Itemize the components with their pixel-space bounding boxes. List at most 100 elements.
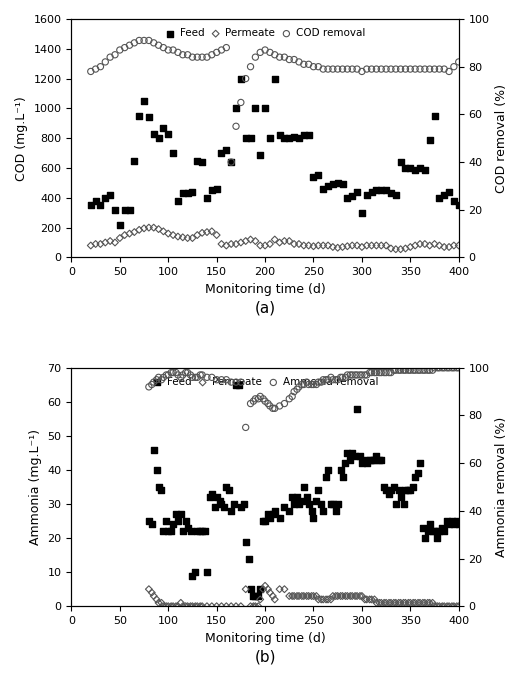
Feed [396,157,405,168]
Permeate [353,591,361,602]
COD removal [96,61,105,72]
Permeate [309,241,317,252]
Permeate [116,233,124,244]
Feed [249,591,258,602]
Feed [409,481,417,492]
Feed [416,458,424,469]
Ammonia removal [300,379,308,390]
Feed [198,157,206,168]
Permeate [362,594,371,605]
Feed [406,485,415,496]
COD removal [159,42,167,53]
Feed [276,512,284,523]
Permeate [409,598,417,608]
Feed [111,204,119,215]
Y-axis label: Ammonia (mg.L⁻¹): Ammonia (mg.L⁻¹) [29,429,42,545]
Permeate [256,594,265,605]
Feed [382,185,390,196]
Permeate [392,598,400,608]
Permeate [198,227,206,238]
COD removal [304,59,313,70]
Ammonia removal [314,377,323,388]
Ammonia removal [317,377,325,388]
Ammonia removal [450,363,458,373]
Permeate [227,601,235,612]
Ammonia removal [212,374,221,385]
Ammonia removal [338,372,347,383]
Ammonia removal [346,369,355,380]
Feed [319,183,327,194]
Ammonia removal [174,369,182,380]
Feed [361,454,369,465]
COD removal [106,52,115,62]
Permeate [181,601,190,612]
COD removal [120,42,129,53]
Permeate [120,230,129,240]
Feed [328,179,337,190]
Permeate [396,598,405,608]
Permeate [420,598,429,608]
Ammonia removal [435,363,444,373]
Feed [443,515,451,526]
Ammonia removal [227,377,235,388]
Feed [150,444,158,455]
Feed [322,471,330,482]
Permeate [266,238,274,249]
COD removal [386,64,395,75]
Feed [411,164,419,175]
Feed [162,515,170,526]
Feed [164,526,173,536]
Permeate [222,601,231,612]
Permeate [140,223,148,234]
Permeate [152,594,161,605]
Permeate [433,601,441,612]
Feed [152,464,161,475]
Permeate [222,240,231,251]
COD removal [319,64,327,75]
Feed [372,185,381,196]
Ammonia removal [356,369,364,380]
Permeate [443,601,451,612]
Permeate [280,584,289,595]
COD removal [174,47,182,58]
Permeate [343,241,351,252]
Ammonia removal [386,367,395,378]
Feed [256,584,265,595]
Permeate [242,236,250,246]
Feed [96,200,105,210]
COD removal [251,52,259,62]
Permeate [394,598,403,608]
Feed [346,454,355,465]
COD removal [135,35,143,46]
Ammonia removal [343,369,351,380]
Feed [454,519,463,530]
Feed [414,468,422,479]
COD removal [256,47,265,58]
Permeate [401,598,410,608]
Permeate [164,228,173,239]
Feed [362,458,371,469]
COD removal [445,66,453,77]
Ammonia removal [445,363,453,373]
Ammonia removal [304,379,313,390]
Feed [208,185,216,196]
Permeate [135,225,143,236]
Feed [193,155,201,166]
Permeate [242,584,250,595]
COD removal [367,64,376,75]
Permeate [426,240,434,251]
Ammonia removal [390,365,398,375]
Permeate [406,242,415,253]
COD removal [217,45,225,56]
Feed [135,111,143,122]
Feed [87,200,95,210]
Ammonia removal [448,363,456,373]
Permeate [191,601,200,612]
Ammonia removal [157,374,166,385]
Feed [220,502,229,513]
Feed [300,130,308,141]
Ammonia removal [400,365,408,375]
Permeate [285,236,293,246]
COD removal [358,66,366,77]
Permeate [212,230,221,240]
